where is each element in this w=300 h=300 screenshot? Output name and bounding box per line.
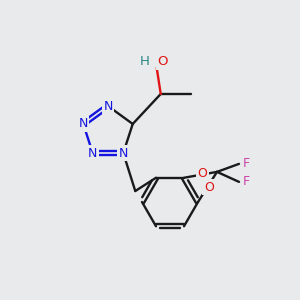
Text: H: H — [140, 56, 150, 68]
Text: O: O — [158, 56, 168, 68]
Text: F: F — [242, 176, 250, 188]
Text: O: O — [197, 167, 207, 180]
Text: F: F — [242, 158, 250, 170]
Text: N: N — [103, 100, 113, 112]
Text: N: N — [79, 118, 88, 130]
Text: N: N — [118, 146, 128, 160]
Text: O: O — [204, 181, 214, 194]
Text: N: N — [88, 146, 98, 160]
